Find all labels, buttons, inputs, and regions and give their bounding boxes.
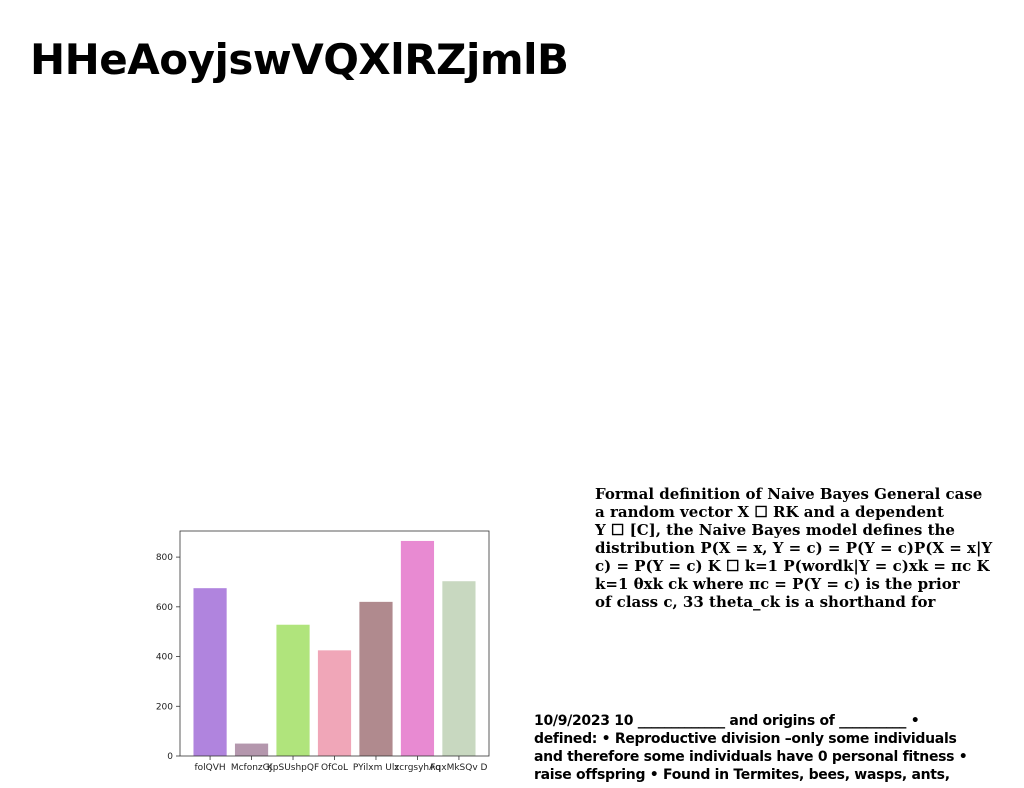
- bar: [234, 743, 269, 756]
- x-tick-label: KpSUshpQF: [267, 763, 319, 773]
- biology-notes-text-block: 10/9/2023 10 _____________ and origins o…: [534, 712, 1024, 784]
- y-tick-label: 600: [156, 603, 173, 613]
- bar: [400, 540, 435, 756]
- text-line: defined: • Reproductive division –only s…: [534, 731, 957, 747]
- bar: [442, 581, 476, 756]
- text-line: and therefore some individuals have 0 pe…: [534, 749, 968, 765]
- y-tick-label: 400: [156, 653, 173, 663]
- text-line: a random vector X ☐ RK and a dependent: [595, 503, 944, 521]
- bar: [193, 588, 227, 756]
- naive-bayes-text-block: Formal definition of Naive Bayes General…: [595, 485, 1024, 611]
- text-line: Formal definition of Naive Bayes General…: [595, 485, 983, 503]
- text-line: 10/9/2023 10 _____________ and origins o…: [534, 713, 920, 729]
- x-tick-label: McfonzGJ: [231, 763, 272, 773]
- text-line: raise offspring • Found in Termites, bee…: [534, 767, 950, 783]
- y-tick-label: 200: [156, 702, 173, 712]
- bar: [276, 624, 310, 756]
- x-tick-label: OfCoL: [321, 763, 348, 773]
- x-tick-label: xcrgsyhAq: [394, 763, 441, 773]
- x-tick-label: folQVH: [194, 763, 225, 773]
- text-line: Y ☐ [C], the Naive Bayes model defines t…: [595, 521, 955, 539]
- text-line: distribution P(X = x, Y = c) = P(Y = c)P…: [595, 539, 993, 557]
- text-line: c) = P(Y = c) K ☐ k=1 P(wordk|Y = c)xk =…: [595, 557, 990, 575]
- bar: [359, 601, 393, 756]
- x-tick-label: PYilxm Ulz: [353, 763, 399, 773]
- bar: [317, 650, 352, 756]
- y-tick-label: 800: [156, 553, 173, 563]
- text-line: of class c, 33 theta_ck is a shorthand f…: [595, 593, 936, 611]
- x-tick-label: FqxMkSQv D: [430, 763, 487, 773]
- y-tick-label: 0: [167, 752, 173, 762]
- text-line: k=1 θxk ck where πc = P(Y = c) is the pr…: [595, 575, 960, 593]
- page-title: HHeAoyjswVQXlRZjmlB: [30, 35, 569, 84]
